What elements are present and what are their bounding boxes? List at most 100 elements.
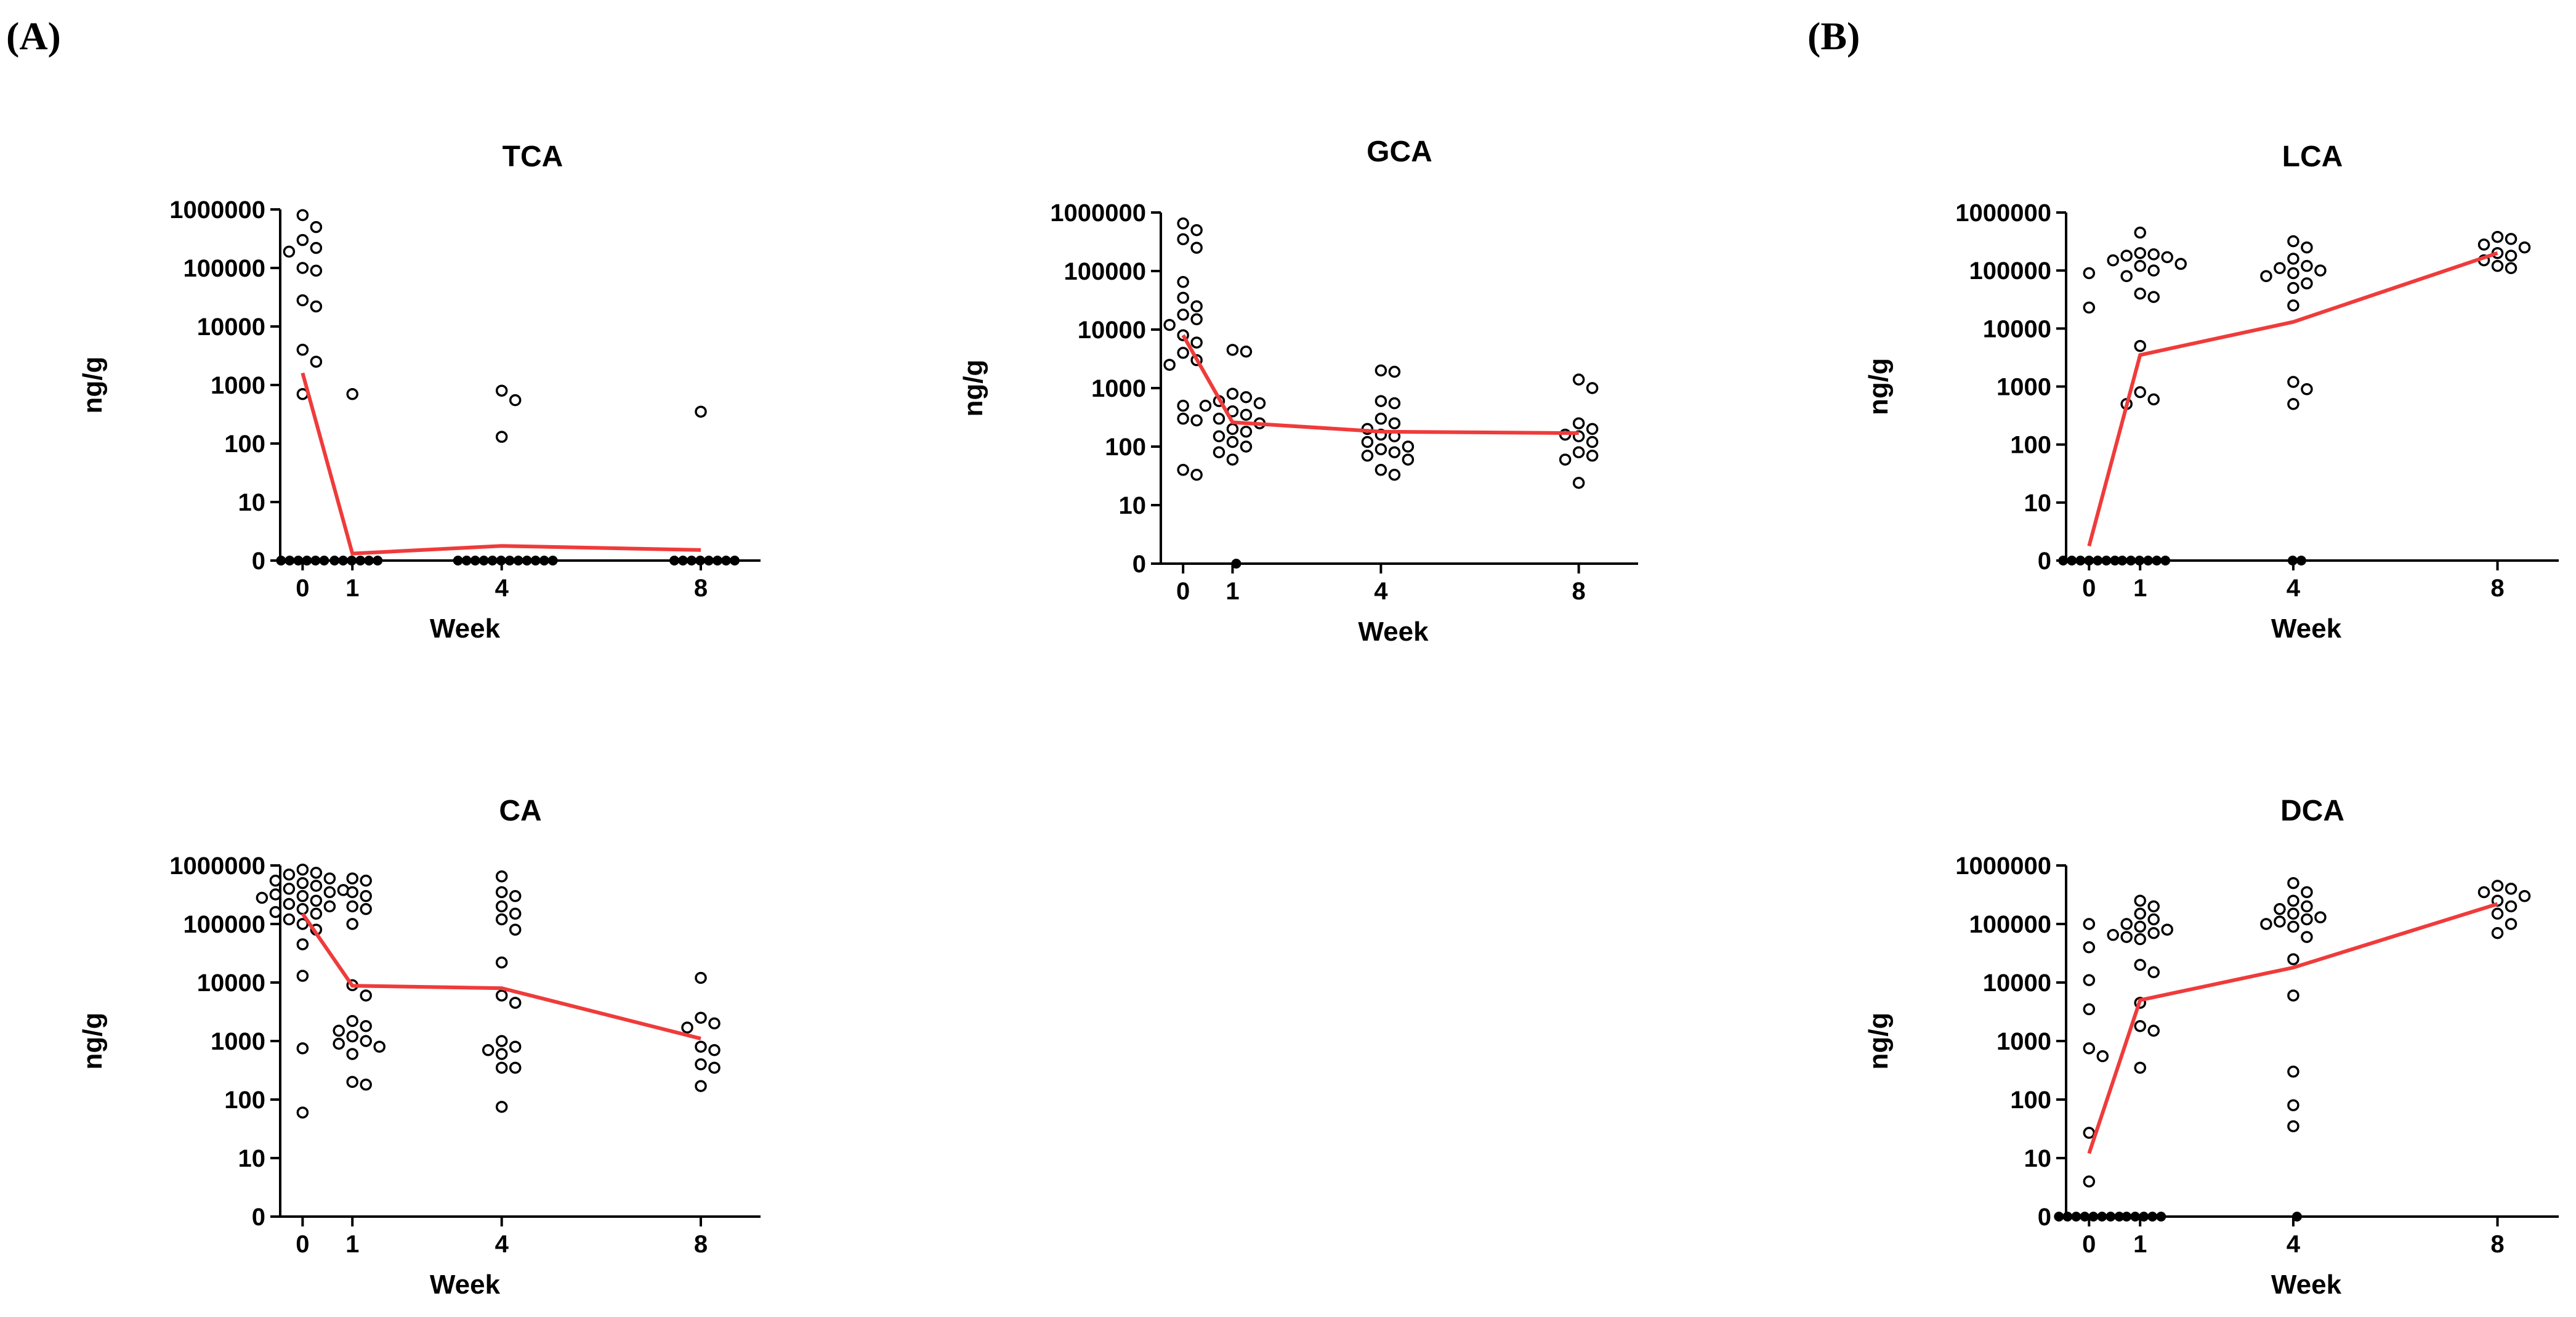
tca-point-zero xyxy=(695,556,706,565)
lca-point-zero xyxy=(2117,556,2128,565)
tca-point-zero xyxy=(530,556,541,565)
dca-ytick-label: 1000000 xyxy=(1955,853,2051,880)
ca-point xyxy=(360,874,372,887)
tca-xtick-label: 1 xyxy=(345,575,359,602)
dca-ytick-label: 0 xyxy=(2038,1204,2051,1231)
ca-point xyxy=(509,923,522,936)
lca-point xyxy=(2174,257,2187,270)
tca-point-zero xyxy=(461,556,472,565)
dca-point xyxy=(2134,1061,2146,1074)
lca-point xyxy=(2518,241,2531,254)
dca-xtick-label: 1 xyxy=(2133,1231,2147,1258)
ca-point xyxy=(509,997,522,1009)
tca-point-zero xyxy=(470,556,480,565)
lca-point xyxy=(2287,398,2299,410)
ca-point xyxy=(360,989,372,1002)
gca-point xyxy=(1190,224,1203,237)
gca-point xyxy=(1240,440,1253,453)
gca-point xyxy=(1177,276,1189,288)
lca-point xyxy=(2083,301,2096,314)
ca-point xyxy=(495,870,508,883)
gca-point xyxy=(1177,291,1189,304)
ca-y-title: ng/g xyxy=(78,1013,108,1070)
ca-point xyxy=(708,1061,721,1074)
lca-point xyxy=(2287,267,2299,280)
tca-point-zero xyxy=(276,556,286,565)
tca-point-zero xyxy=(669,556,680,565)
dca-point xyxy=(2107,929,2119,941)
dca-point-zero xyxy=(2139,1212,2149,1222)
gca-point xyxy=(1213,430,1225,443)
tca-point-zero xyxy=(319,556,329,565)
dca-point xyxy=(2505,883,2517,895)
dca-point xyxy=(2287,1120,2299,1133)
ca-point xyxy=(509,1040,522,1053)
ca-point xyxy=(708,1017,721,1030)
dca-point xyxy=(2147,913,2160,926)
ca-point xyxy=(373,1040,386,1053)
gca-point xyxy=(1402,453,1415,466)
lca-point xyxy=(2134,339,2146,352)
lca-point-zero xyxy=(2152,556,2162,565)
dca-point xyxy=(2134,920,2146,933)
lca-point-zero xyxy=(2058,556,2069,565)
ca-point xyxy=(296,902,309,915)
ca-point xyxy=(269,906,282,918)
gca-point xyxy=(1361,449,1374,462)
ca-point xyxy=(482,1043,495,1056)
gca-point xyxy=(1253,397,1266,410)
tca-point-zero xyxy=(355,556,366,565)
ca-point xyxy=(333,1037,345,1050)
gca-point xyxy=(1375,395,1387,407)
dca-point xyxy=(2274,915,2286,928)
tca-ytick-label: 100 xyxy=(224,431,265,458)
dca-point xyxy=(2491,907,2504,920)
tca-point xyxy=(310,221,323,233)
dca-ytick-label: 100000 xyxy=(1969,911,2051,938)
lca-point xyxy=(2107,254,2119,267)
tca-point xyxy=(296,344,309,356)
ca-point xyxy=(708,1043,721,1056)
gca-point xyxy=(1572,417,1585,429)
ca-point xyxy=(283,913,296,926)
lca-point xyxy=(2134,226,2146,239)
dca-point xyxy=(2491,880,2504,892)
dca-point xyxy=(2120,918,2133,930)
tca-point-zero xyxy=(373,556,383,565)
tca-point xyxy=(695,405,707,418)
panel-label-a: (A) xyxy=(6,14,61,58)
tca-point xyxy=(310,264,323,277)
gca-ytick-label: 100 xyxy=(1105,434,1146,461)
lca-point-zero xyxy=(2084,556,2094,565)
ca-point xyxy=(269,888,282,901)
gca-point xyxy=(1163,359,1176,371)
dca-point xyxy=(2120,931,2133,943)
lca-xtick-label: 8 xyxy=(2490,575,2504,602)
ca-point xyxy=(495,886,508,899)
dca-y-title: ng/g xyxy=(1863,1013,1894,1070)
lca-point-zero xyxy=(2101,556,2112,565)
gca-point xyxy=(1190,414,1203,427)
dca-point xyxy=(2505,918,2517,930)
gca-point xyxy=(1586,382,1599,394)
lca-point xyxy=(2314,264,2327,277)
gca-point xyxy=(1586,449,1599,462)
ca-point xyxy=(283,868,296,881)
gca-point xyxy=(1559,453,1572,466)
gca-title: GCA xyxy=(1367,136,1432,168)
gca-point xyxy=(1388,446,1401,458)
lca-point xyxy=(2274,262,2286,275)
dca-point-zero xyxy=(2122,1212,2132,1222)
dca-point-zero xyxy=(2097,1212,2107,1222)
gca-point xyxy=(1240,391,1253,403)
ca-point xyxy=(495,900,508,913)
gca-point xyxy=(1375,443,1387,456)
tca-point-zero xyxy=(478,556,489,565)
dca-point xyxy=(2287,907,2299,920)
dca-point-zero xyxy=(2130,1212,2141,1222)
ca-point xyxy=(495,1061,508,1074)
dca-point-zero xyxy=(2071,1212,2081,1222)
lca-point xyxy=(2287,253,2299,265)
ca-point xyxy=(360,889,372,902)
gca-point xyxy=(1199,399,1212,412)
